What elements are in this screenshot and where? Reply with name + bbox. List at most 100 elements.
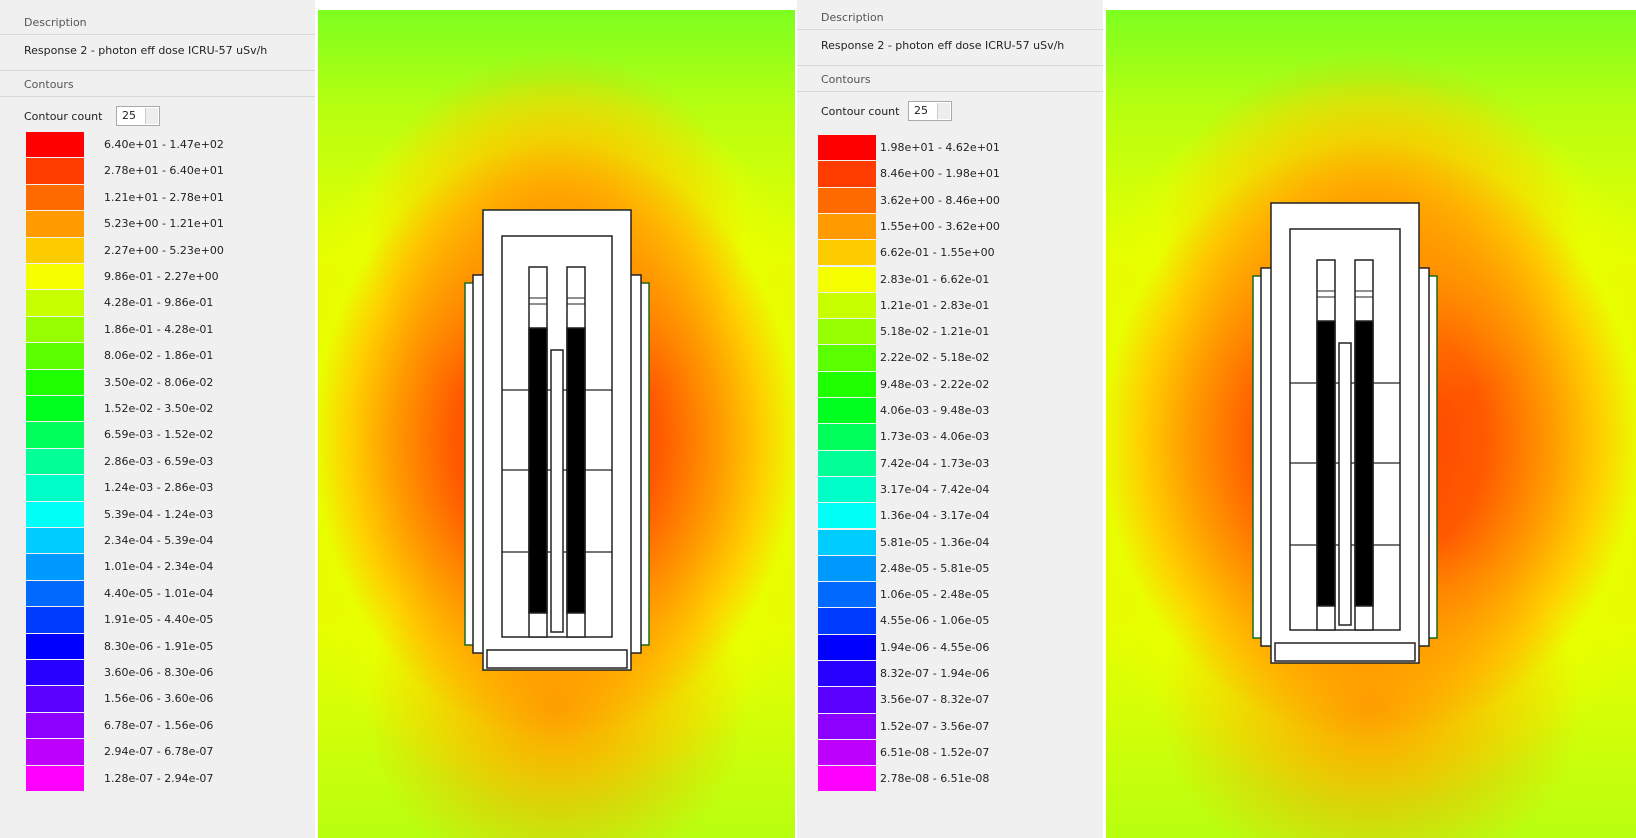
legend-swatch	[26, 713, 84, 738]
legend-swatch	[26, 449, 84, 474]
sidebar: Description Response 2 - photon eff dose …	[797, 0, 1103, 838]
legend-swatch	[818, 267, 876, 292]
legend-label: 8.32e-07 - 1.94e-06	[880, 667, 989, 680]
separator	[797, 91, 1103, 92]
legend-label: 1.06e-05 - 2.48e-05	[880, 588, 989, 601]
legend-swatch	[26, 264, 84, 289]
legend-label: 3.56e-07 - 8.32e-07	[880, 693, 989, 706]
legend-label: 1.73e-03 - 4.06e-03	[880, 430, 989, 443]
legend-label: 1.21e-01 - 2.83e-01	[880, 299, 989, 312]
geometry-overlay	[318, 10, 795, 838]
legend-swatch	[818, 161, 876, 186]
cask-base	[487, 650, 627, 668]
legend-swatch	[26, 317, 84, 342]
legend-label: 1.52e-07 - 3.56e-07	[880, 720, 989, 733]
section-header: Contours	[24, 78, 74, 91]
legend-swatch	[818, 214, 876, 239]
section-header: Description	[24, 16, 87, 29]
separator	[797, 29, 1103, 30]
legend-label: 8.30e-06 - 1.91e-05	[104, 640, 213, 653]
legend-label: 1.55e+00 - 3.62e+00	[880, 220, 1000, 233]
legend-swatch	[26, 422, 84, 447]
legend-label: 6.78e-07 - 1.56e-06	[104, 719, 213, 732]
description: Response 2 - photon eff dose ICRU-57 uSv…	[821, 39, 1064, 52]
separator	[797, 65, 1103, 66]
legend-swatch	[26, 607, 84, 632]
legend-label: 4.55e-06 - 1.06e-05	[880, 614, 989, 627]
legend-swatch	[818, 635, 876, 660]
legend-swatch	[818, 135, 876, 160]
legend-swatch	[818, 766, 876, 791]
legend-swatch	[818, 661, 876, 686]
legend-label: 2.22e-02 - 5.18e-02	[880, 351, 989, 364]
legend-label: 3.50e-02 - 8.06e-02	[104, 376, 213, 389]
legend-swatch	[26, 396, 84, 421]
spin-button[interactable]	[145, 108, 158, 124]
legend-swatch	[26, 660, 84, 685]
legend-label: 2.86e-03 - 6.59e-03	[104, 455, 213, 468]
spin-button[interactable]	[937, 103, 950, 119]
section-header: Contours	[821, 73, 871, 86]
legend-swatch	[26, 211, 84, 236]
contour-count-spinbox[interactable]: 25	[908, 101, 952, 121]
contour-count-spinbox[interactable]: 25	[116, 106, 160, 126]
legend-label: 2.34e-04 - 5.39e-04	[104, 534, 213, 547]
legend-swatch	[818, 451, 876, 476]
legend-swatch	[818, 608, 876, 633]
contour-count-value: 25	[914, 104, 928, 117]
center-rod	[551, 350, 563, 632]
legend-label: 3.17e-04 - 7.42e-04	[880, 483, 989, 496]
legend-swatch	[818, 319, 876, 344]
legend-swatch	[818, 424, 876, 449]
fuel-rod	[1355, 321, 1373, 606]
contour-count-label: Contour count	[24, 110, 102, 123]
legend-swatch	[26, 370, 84, 395]
legend-swatch	[26, 686, 84, 711]
legend-label: 1.86e-01 - 4.28e-01	[104, 323, 213, 336]
legend-swatch	[818, 530, 876, 555]
legend-label: 5.23e+00 - 1.21e+01	[104, 217, 224, 230]
legend-label: 9.48e-03 - 2.22e-02	[880, 378, 989, 391]
legend-label: 2.94e-07 - 6.78e-07	[104, 745, 213, 758]
legend-swatch	[818, 372, 876, 397]
legend-label: 6.40e+01 - 1.47e+02	[104, 138, 224, 151]
legend-label: 9.86e-01 - 2.27e+00	[104, 270, 219, 283]
legend-label: 3.62e+00 - 8.46e+00	[880, 194, 1000, 207]
legend-label: 3.60e-06 - 8.30e-06	[104, 666, 213, 679]
legend-swatch	[26, 634, 84, 659]
legend-swatch	[26, 554, 84, 579]
screenshot: Description Response 2 - photon eff dose …	[0, 0, 1636, 838]
dose-map	[318, 10, 795, 838]
legend-label: 6.51e-08 - 1.52e-07	[880, 746, 989, 759]
legend-swatch	[26, 766, 84, 791]
legend-label: 1.56e-06 - 3.60e-06	[104, 692, 213, 705]
legend-swatch	[818, 582, 876, 607]
legend-label: 8.46e+00 - 1.98e+01	[880, 167, 1000, 180]
legend-label: 5.39e-04 - 1.24e-03	[104, 508, 213, 521]
legend-label: 7.42e-04 - 1.73e-03	[880, 457, 989, 470]
contour-count-label: Contour count	[821, 105, 899, 118]
legend-swatch	[818, 687, 876, 712]
fuel-rod	[1317, 321, 1335, 606]
legend-label: 4.28e-01 - 9.86e-01	[104, 296, 213, 309]
cask-base	[1275, 643, 1415, 661]
legend-swatch	[26, 290, 84, 315]
legend-label: 2.78e-08 - 6.51e-08	[880, 772, 989, 785]
legend-label: 2.78e+01 - 6.40e+01	[104, 164, 224, 177]
legend-swatch	[26, 528, 84, 553]
legend-label: 6.62e-01 - 1.55e+00	[880, 246, 995, 259]
contour-count-value: 25	[122, 109, 136, 122]
legend-label: 1.52e-02 - 3.50e-02	[104, 402, 213, 415]
legend-label: 1.01e-04 - 2.34e-04	[104, 560, 213, 573]
dose-map	[1106, 10, 1636, 838]
legend-label: 6.59e-03 - 1.52e-02	[104, 428, 213, 441]
legend-swatch	[26, 132, 84, 157]
legend-swatch	[26, 343, 84, 368]
legend-swatch	[818, 293, 876, 318]
legend-label: 1.91e-05 - 4.40e-05	[104, 613, 213, 626]
legend-label: 1.98e+01 - 4.62e+01	[880, 141, 1000, 154]
section-header: Description	[821, 11, 884, 24]
separator	[0, 34, 315, 35]
legend-label: 1.94e-06 - 4.55e-06	[880, 641, 989, 654]
